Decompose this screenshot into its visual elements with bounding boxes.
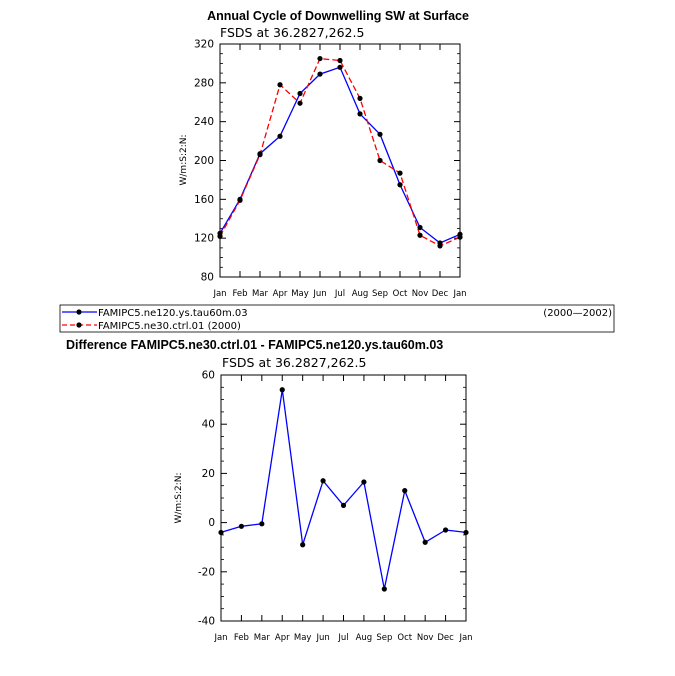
chart1-point-s1-1 xyxy=(237,197,243,203)
chart2-xtick-label: Dec xyxy=(437,633,454,643)
chart2-point-s0-12 xyxy=(463,529,469,536)
chart2-point-s0-2 xyxy=(259,521,265,527)
legend-box xyxy=(59,304,615,333)
chart1-xtick-label: Feb xyxy=(232,289,247,299)
chart1-series-line-0 xyxy=(219,66,461,244)
chart2-point-s0-6 xyxy=(340,502,347,508)
chart2-xtick-label: Apr xyxy=(275,633,290,643)
chart1-point-s0-3 xyxy=(277,133,283,139)
chart2-ytick-label: 40 xyxy=(202,419,215,431)
chart1-point-s1-12 xyxy=(457,234,463,240)
chart1-point-s1-0 xyxy=(217,233,223,239)
chart2-point-s0-11 xyxy=(442,527,449,533)
chart1-point-s1-4 xyxy=(297,100,303,106)
chart1-point-s1-2 xyxy=(257,152,263,158)
chart1-xtick-label: Mar xyxy=(252,289,269,299)
chart1-xtick-label: Nov xyxy=(412,289,429,299)
chart1-ytick-label: 240 xyxy=(194,116,214,128)
chart1-ytick-label: 320 xyxy=(194,39,214,51)
chart1-point-s1-10 xyxy=(417,232,423,238)
chart2-xtick-label: Jan xyxy=(458,633,472,643)
chart2-subtitle: FSDS at 36.2827,262.5 xyxy=(222,355,366,370)
chart1-point-s0-8 xyxy=(377,131,383,137)
chart2-point-s0-9 xyxy=(402,488,408,494)
chart1-xtick-label: Jul xyxy=(334,289,345,299)
chart2-xtick-label: May xyxy=(294,633,312,643)
chart2-xtick-label: Jun xyxy=(315,633,329,643)
chart1-xtick-label: Sep xyxy=(372,289,388,299)
chart1-plot-area xyxy=(219,43,461,278)
chart1-xtick-label: Jan xyxy=(452,289,466,299)
chart2-series-line-0 xyxy=(220,389,467,590)
chart2-xtick-label: Aug xyxy=(356,633,373,643)
chart1-ylabel: W/m:S:2:N: xyxy=(179,135,189,186)
chart1-ytick-label: 280 xyxy=(194,77,214,89)
chart2-point-s0-8 xyxy=(381,586,387,592)
chart2-ytick-label: -40 xyxy=(198,616,215,628)
chart1-point-s1-8 xyxy=(377,157,383,164)
chart2-point-s0-3 xyxy=(279,387,285,393)
chart-annual-cycle: Annual Cycle of Downwelling SW at Surfac… xyxy=(179,9,469,299)
chart2-xtick-label: Jan xyxy=(213,633,227,643)
chart1-point-s0-5 xyxy=(317,71,323,77)
legend-label-ne30: FAMIPC5.ne30.ctrl.01 (2000) xyxy=(98,321,241,332)
chart2-ytick-label: -20 xyxy=(198,566,215,578)
chart1-point-s1-3 xyxy=(277,82,283,88)
chart2-point-s0-4 xyxy=(300,542,306,548)
chart1-point-s0-10 xyxy=(417,224,423,231)
chart1-xtick-label: Oct xyxy=(393,289,408,299)
chart2-xtick-label: Jul xyxy=(337,633,348,643)
chart1-xtick-label: Dec xyxy=(432,289,449,299)
chart2-point-s0-7 xyxy=(361,479,367,485)
chart1-series-line-1 xyxy=(219,57,461,247)
chart2-point-s0-1 xyxy=(238,523,245,529)
legend-period: (2000—2002) xyxy=(543,308,612,319)
chart2-xtick-label: Sep xyxy=(376,633,392,643)
chart1-point-s1-5 xyxy=(317,55,323,62)
chart1-point-s1-11 xyxy=(437,243,443,249)
chart1-subtitle: FSDS at 36.2827,262.5 xyxy=(220,25,364,40)
chart1-ytick-label: 80 xyxy=(201,272,214,284)
chart2-point-s0-10 xyxy=(422,539,428,545)
chart1-ytick-label: 160 xyxy=(194,194,214,206)
chart2-point-s0-0 xyxy=(218,529,224,536)
chart1-point-s1-7 xyxy=(357,95,363,101)
chart2-ylabel: W/m:S:2:N: xyxy=(174,473,184,524)
chart2-ytick-label: 0 xyxy=(208,517,215,529)
chart2-xtick-label: Mar xyxy=(254,633,271,643)
chart1-point-s0-4 xyxy=(297,90,303,97)
chart1-point-s0-7 xyxy=(357,111,363,117)
chart2-ytick-label: 60 xyxy=(202,370,215,382)
chart2-xtick-label: Nov xyxy=(417,633,434,643)
chart2-xtick-label: Oct xyxy=(397,633,412,643)
chart1-title: Annual Cycle of Downwelling SW at Surfac… xyxy=(207,9,469,23)
legend: FAMIPC5.ne120.ys.tau60m.03 (2000—2002) F… xyxy=(59,304,615,333)
chart2-point-s0-5 xyxy=(320,478,326,484)
chart1-xtick-label: Apr xyxy=(273,289,288,299)
chart-difference: Difference FAMIPC5.ne30.ctrl.01 - FAMIPC… xyxy=(66,338,473,643)
chart1-xtick-label: Jun xyxy=(312,289,326,299)
legend-label-ne120: FAMIPC5.ne120.ys.tau60m.03 xyxy=(98,308,248,319)
chart1-point-s1-9 xyxy=(397,170,403,176)
chart1-point-s0-9 xyxy=(397,182,403,188)
chart1-xtick-label: May xyxy=(291,289,309,299)
chart1-ytick-label: 200 xyxy=(194,155,214,167)
chart2-ytick-label: 20 xyxy=(202,468,215,480)
legend-marker-ne30 xyxy=(76,322,82,328)
chart1-point-s1-6 xyxy=(337,57,343,64)
chart2-plot-area xyxy=(220,374,467,622)
chart1-xtick-label: Jan xyxy=(212,289,226,299)
chart1-xtick-label: Aug xyxy=(352,289,369,299)
legend-marker-ne120 xyxy=(76,309,82,315)
chart1-ytick-label: 120 xyxy=(194,233,214,245)
chart2-xtick-label: Feb xyxy=(234,633,249,643)
chart1-point-s0-6 xyxy=(337,64,343,70)
chart2-title: Difference FAMIPC5.ne30.ctrl.01 - FAMIPC… xyxy=(66,338,443,352)
